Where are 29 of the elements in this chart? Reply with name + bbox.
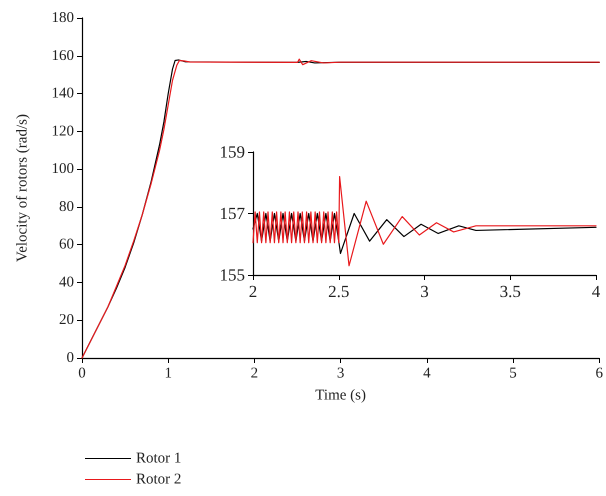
y-tick-label: 140: [52, 86, 74, 102]
x-tick-label: 3: [420, 282, 429, 301]
legend-label: Rotor 1: [136, 450, 182, 466]
y-tick-label: 160: [52, 48, 74, 64]
x-tick-label: 2: [248, 282, 258, 301]
y-tick-label: 20: [59, 312, 74, 328]
x-tick-label: 4: [423, 366, 432, 382]
y-tick-label: 60: [59, 236, 74, 253]
x-axis-title: Time (s): [315, 388, 366, 404]
x-tick-label: 4: [592, 282, 601, 301]
y-tick-label: 159: [220, 142, 245, 162]
y-tick-label: 157: [220, 204, 246, 223]
y-axis-title: Velocity of rotors (rad/s): [14, 114, 30, 262]
y-tick-label: 180: [52, 10, 74, 26]
x-tick-label: 6: [596, 366, 604, 382]
y-tick-label: 80: [59, 198, 74, 215]
x-tick-label: 2: [250, 366, 258, 382]
x-tick-label: 0: [78, 366, 86, 382]
y-tick-label: 40: [59, 274, 74, 290]
x-tick-label: 2.5: [328, 282, 350, 301]
x-tick-label: 5: [509, 366, 517, 382]
y-tick-label: 100: [52, 161, 74, 178]
y-tick-label: 155: [220, 266, 245, 284]
y-tick-label: 120: [52, 123, 74, 140]
y-tick-label: 0: [66, 350, 74, 366]
x-tick-label: 3: [336, 366, 344, 382]
x-tick-label: 3.5: [500, 282, 521, 301]
x-tick-label: 1: [164, 366, 172, 382]
legend-label: Rotor 2: [136, 472, 182, 488]
